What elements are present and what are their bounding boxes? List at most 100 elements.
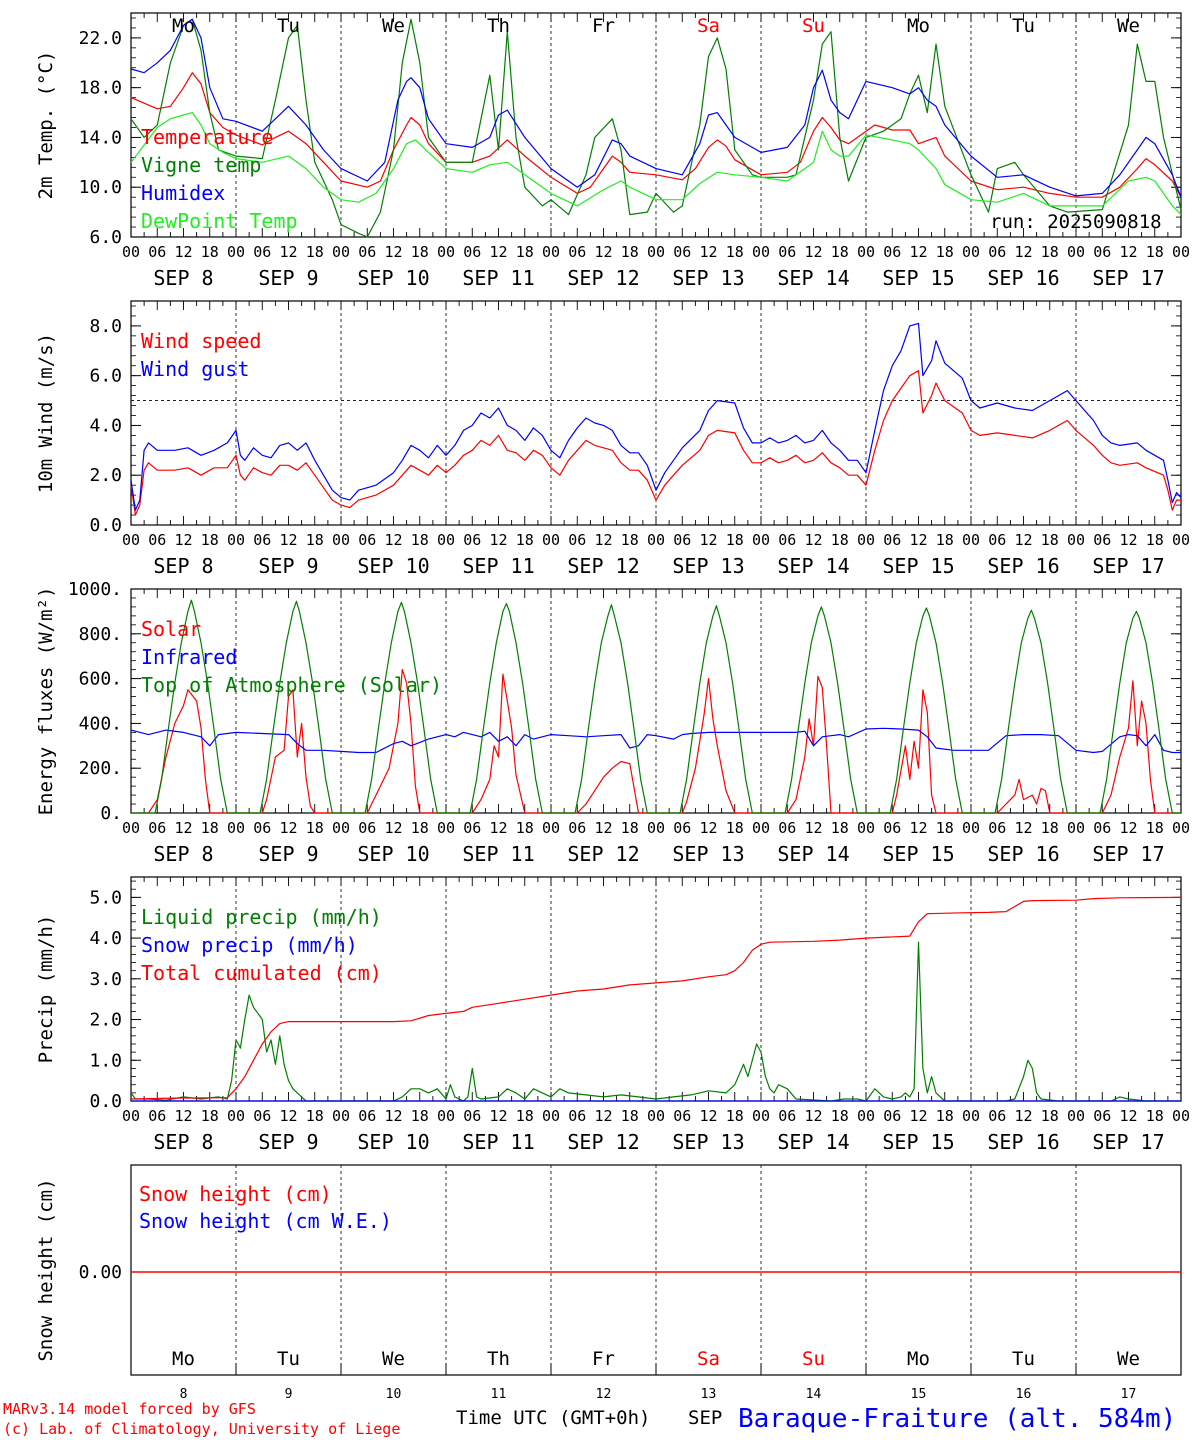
- hour-label: 06: [1093, 243, 1111, 261]
- footer-model-line: MARv3.14 model forced by GFS: [3, 1400, 256, 1418]
- weekday-label: Fr: [592, 1348, 615, 1370]
- hour-label: 18: [1041, 243, 1059, 261]
- y-tick-label: 2.0: [89, 465, 122, 486]
- date-label: SEP 17: [1092, 842, 1164, 866]
- series-line-top-of-atmosphere-solar: [131, 599, 1181, 814]
- hour-label: 12: [909, 1107, 927, 1125]
- weekday-label: Th: [487, 15, 510, 37]
- hour-label: 18: [411, 819, 429, 837]
- hour-label: 00: [1172, 531, 1190, 549]
- hour-label: 00: [857, 1107, 875, 1125]
- weekday-label: Tu: [1012, 1348, 1035, 1370]
- date-label: SEP 9: [258, 266, 318, 290]
- date-label: SEP 16: [987, 554, 1059, 578]
- hour-label: 12: [804, 1107, 822, 1125]
- legend-entry: Snow height (cm W.E.): [139, 1209, 392, 1233]
- weekday-label: We: [382, 15, 405, 37]
- day-number-label: 14: [806, 1387, 822, 1402]
- hour-label: 00: [227, 243, 245, 261]
- legend-entry: Wind speed: [141, 329, 261, 353]
- y-axis-label: Energy fluxes (W/m²): [35, 587, 57, 816]
- date-label: SEP 11: [462, 1130, 534, 1154]
- y-tick-label: 1000.: [68, 579, 122, 600]
- date-label: SEP 14: [777, 554, 849, 578]
- hour-label: 12: [594, 531, 612, 549]
- date-label: SEP 8: [153, 554, 213, 578]
- y-tick-label: 3.0: [89, 969, 122, 990]
- hour-label: 06: [148, 819, 166, 837]
- legend-entry: Wind gust: [141, 357, 249, 381]
- hour-label: 12: [279, 531, 297, 549]
- y-tick-label: 0.00: [79, 1262, 122, 1283]
- y-tick-label: 600.: [79, 669, 122, 690]
- date-label: SEP 8: [153, 1130, 213, 1154]
- hour-label: 12: [1014, 531, 1032, 549]
- hour-label: 06: [358, 531, 376, 549]
- hour-label: 12: [384, 531, 402, 549]
- hour-label: 00: [752, 243, 770, 261]
- date-label: SEP 15: [882, 1130, 954, 1154]
- hour-label: 18: [411, 531, 429, 549]
- hour-label: 12: [699, 1107, 717, 1125]
- hour-label: 06: [253, 531, 271, 549]
- date-label: SEP 12: [567, 842, 639, 866]
- hour-label: 06: [253, 243, 271, 261]
- date-label: SEP 13: [672, 1130, 744, 1154]
- hour-label: 06: [358, 819, 376, 837]
- date-label: SEP 8: [153, 266, 213, 290]
- hour-label: 00: [1172, 1107, 1190, 1125]
- hour-label: 00: [542, 819, 560, 837]
- hour-label: 12: [1119, 1107, 1137, 1125]
- hour-label: 00: [1067, 243, 1085, 261]
- weekday-label: Sa: [697, 1348, 720, 1370]
- day-number-label: 13: [701, 1387, 717, 1402]
- date-label: SEP 8: [153, 842, 213, 866]
- y-tick-label: 22.0: [79, 28, 122, 49]
- hour-label: 00: [857, 819, 875, 837]
- hour-label: 00: [752, 531, 770, 549]
- hour-label: 12: [1119, 819, 1137, 837]
- footer-month: SEP: [688, 1407, 722, 1429]
- hour-label: 00: [1172, 243, 1190, 261]
- hour-label: 18: [201, 243, 219, 261]
- hour-label: 18: [201, 531, 219, 549]
- date-label: SEP 10: [357, 842, 429, 866]
- plot-frame: [130, 300, 1182, 526]
- hour-label: 18: [726, 243, 744, 261]
- hour-label: 18: [831, 531, 849, 549]
- date-label: SEP 12: [567, 266, 639, 290]
- series-line-dewpoint-temp: [130, 112, 1182, 216]
- hour-label: 00: [332, 531, 350, 549]
- date-label: SEP 16: [987, 842, 1059, 866]
- day-number-label: 8: [180, 1387, 188, 1402]
- hour-label: 12: [384, 819, 402, 837]
- hour-label: 18: [1146, 243, 1164, 261]
- hour-label: 00: [647, 531, 665, 549]
- hour-label: 06: [988, 531, 1006, 549]
- hour-label: 00: [542, 531, 560, 549]
- weekday-label: Sa: [697, 15, 720, 37]
- hour-label: 00: [122, 819, 140, 837]
- hour-label: 18: [621, 531, 639, 549]
- hour-label: 00: [542, 243, 560, 261]
- hour-label: 00: [752, 1107, 770, 1125]
- run-label: run: 2025090818: [990, 211, 1162, 233]
- y-axis-label: 2m Temp. (°C): [35, 51, 57, 200]
- hour-label: 18: [621, 243, 639, 261]
- y-tick-label: 1.0: [89, 1050, 122, 1071]
- hour-label: 12: [489, 819, 507, 837]
- series-line-humidex: [130, 18, 1182, 198]
- hour-label: 00: [647, 1107, 665, 1125]
- panel-4: 0.0 1.0 2.0 3.0 4.0 5.0 Precip (mm/h) Liquid pr…: [35, 876, 1190, 1154]
- hour-label: 00: [332, 243, 350, 261]
- date-label: SEP 15: [882, 266, 954, 290]
- date-label: SEP 15: [882, 842, 954, 866]
- date-label: SEP 12: [567, 1130, 639, 1154]
- date-label: SEP 9: [258, 554, 318, 578]
- hour-label: 18: [201, 819, 219, 837]
- hour-label: 00: [227, 1107, 245, 1125]
- hour-label: 00: [437, 531, 455, 549]
- hour-label: 18: [1041, 531, 1059, 549]
- hour-label: 12: [279, 1107, 297, 1125]
